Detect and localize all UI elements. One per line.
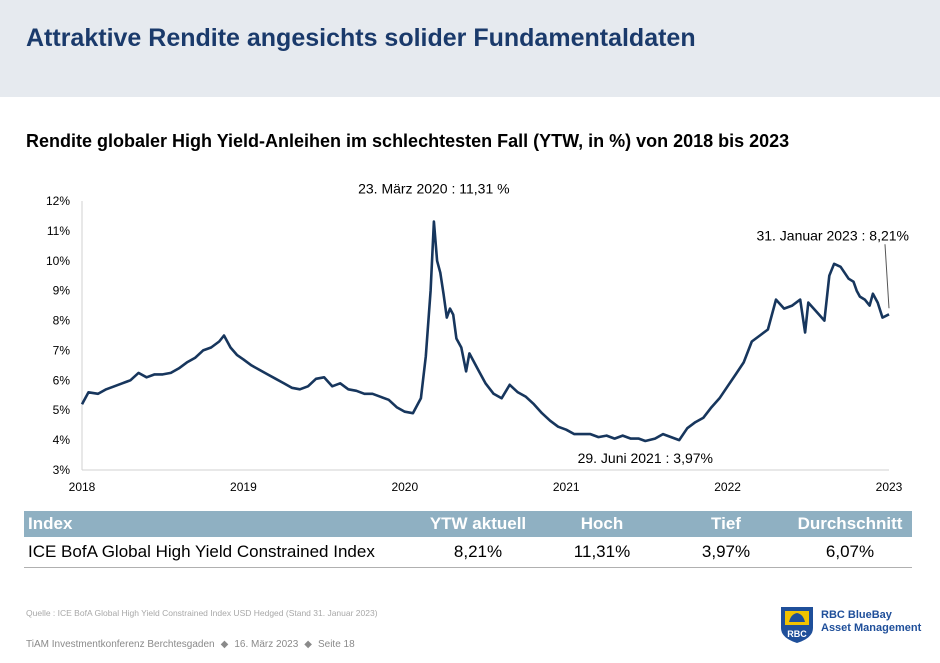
cell-index-name: ICE BofA Global High Yield Constrained I…	[24, 537, 416, 568]
index-table: Index YTW aktuell Hoch Tief Durchschnitt…	[24, 511, 912, 568]
chart-title: Rendite globaler High Yield-Anleihen im …	[26, 131, 790, 151]
x-tick-label: 2019	[230, 480, 257, 494]
annotation-current: 31. Januar 2023 : 8,21%	[756, 227, 909, 243]
x-tick-label: 2022	[714, 480, 741, 494]
brand-name: RBC BlueBay Asset Management	[821, 609, 921, 635]
y-tick-label: 10%	[46, 254, 70, 268]
x-tick-label: 2018	[69, 480, 96, 494]
source-note: Quelle : ICE BofA Global High Yield Cons…	[26, 608, 378, 618]
yield-series-line	[80, 220, 890, 443]
y-tick-label: 4%	[53, 433, 71, 447]
footer-date: 16. März 2023	[234, 639, 299, 650]
y-tick-label: 12%	[46, 194, 70, 208]
footer-page: Seite 18	[317, 639, 355, 650]
y-tick-label: 11%	[47, 224, 70, 238]
annotation-leader-line	[884, 244, 890, 309]
footer: TiAM Investmentkonferenz Berchtesgaden ◆ 1…	[26, 639, 355, 650]
y-tick-label: 5%	[53, 403, 71, 417]
cell-average: 6,07%	[788, 537, 912, 568]
cell-ytw: 8,21%	[416, 537, 540, 568]
y-tick-label: 7%	[53, 343, 71, 357]
cell-low: 3,97%	[664, 537, 788, 568]
yield-chart: 3% 4% 5% 6% 7% 8% 9% 10% 11% 12% 2018 2019 2020 2021 2…	[46, 181, 909, 494]
y-tick-label: 3%	[53, 463, 71, 477]
header-band: Attraktive Rendite angesichts solider Fu…	[0, 0, 940, 97]
logo-abbr: RBC	[787, 629, 807, 639]
brand-line-2: Asset Management	[821, 622, 922, 634]
annotation-low: 29. Juni 2021 : 3,97%	[578, 450, 713, 466]
page-title: Attraktive Rendite angesichts solider Fu…	[26, 24, 696, 52]
x-tick-label: 2021	[553, 480, 580, 494]
x-tick-label: 2023	[876, 480, 903, 494]
footer-separator: ◆	[220, 639, 229, 650]
table-row: ICE BofA Global High Yield Constrained I…	[24, 537, 912, 568]
brand-line-1: RBC BlueBay	[821, 609, 892, 621]
x-tick-label: 2020	[391, 480, 418, 494]
y-tick-label: 6%	[53, 373, 71, 387]
col-header-low: Tief	[664, 511, 788, 537]
annotation-peak: 23. März 2020 : 11,31 %	[358, 181, 510, 197]
col-header-average: Durchschnitt	[788, 511, 912, 537]
rbc-logo-icon: RBC	[781, 607, 813, 643]
y-tick-label: 8%	[53, 314, 71, 328]
table-header-row: Index YTW aktuell Hoch Tief Durchschnitt	[24, 511, 912, 537]
cell-high: 11,31%	[540, 537, 664, 568]
col-header-index: Index	[24, 511, 416, 537]
col-header-ytw: YTW aktuell	[416, 511, 540, 537]
col-header-high: Hoch	[540, 511, 664, 537]
footer-separator: ◆	[304, 639, 312, 650]
footer-event: TiAM Investmentkonferenz Berchtesgaden	[26, 639, 215, 650]
y-tick-label: 9%	[53, 284, 71, 298]
